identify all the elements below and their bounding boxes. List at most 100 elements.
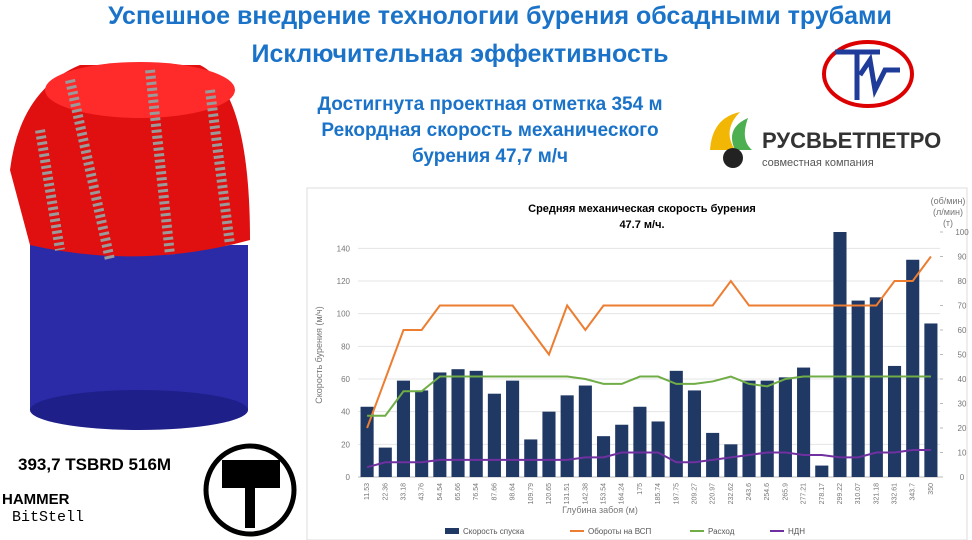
y2-axis-label: (т) — [943, 218, 953, 228]
x-tick-label: 33.18 — [400, 483, 407, 501]
bar — [778, 377, 792, 477]
legend-label: Расход — [708, 527, 735, 536]
y2-axis-label: (об/мин) — [931, 196, 966, 206]
bar — [724, 444, 738, 477]
bar — [669, 370, 683, 477]
x-tick-label: 54.54 — [437, 483, 444, 501]
y-tick-label: 0 — [346, 473, 351, 482]
line — [367, 375, 931, 417]
y-tick-label: 140 — [337, 244, 351, 253]
y2-tick-label: 80 — [958, 277, 967, 286]
y2-tick-label: 90 — [958, 253, 967, 262]
bar — [415, 390, 429, 477]
y-axis-label: Скорость бурения (м/ч) — [314, 306, 324, 403]
x-tick-label: 265.9 — [782, 483, 789, 501]
x-tick-label: 197.75 — [673, 483, 680, 505]
x-axis-label: Глубина забоя (м) — [562, 505, 638, 515]
x-tick-label: 350 — [928, 483, 935, 495]
x-tick-label: 310.07 — [855, 483, 862, 505]
y-tick-label: 80 — [341, 342, 350, 351]
x-tick-label: 142.38 — [582, 483, 589, 505]
company-sub: совместная компания — [762, 157, 874, 169]
bar — [924, 323, 938, 477]
tc-logo — [822, 40, 914, 108]
slide-subtitle: Исключительная эффективность — [252, 40, 669, 68]
slide-title: Успешное внедрение технологии бурения об… — [108, 2, 892, 30]
y2-tick-label: 60 — [958, 326, 967, 335]
bar — [815, 465, 829, 477]
x-tick-label: 185.74 — [655, 483, 662, 505]
bar — [833, 232, 847, 477]
y2-tick-label: 40 — [958, 375, 967, 384]
x-tick-label: 131.51 — [564, 483, 571, 505]
x-tick-label: 109.79 — [528, 483, 535, 505]
hammer-icon — [203, 443, 297, 537]
chart-subtitle: 47.7 м/ч. — [619, 219, 664, 231]
x-tick-label: 153.54 — [601, 483, 608, 505]
x-tick-label: 164.24 — [619, 483, 626, 505]
achievement: бурения 47,7 м/ч — [412, 146, 568, 167]
x-tick-label: 65.66 — [455, 483, 462, 501]
bar — [851, 300, 865, 477]
y2-tick-label: 70 — [958, 302, 967, 311]
bar — [615, 424, 629, 477]
bar — [687, 390, 702, 477]
legend-label: Обороты на ВСП — [588, 527, 652, 536]
bar — [869, 297, 883, 477]
drill-bit-image — [10, 62, 250, 430]
company-name: РУСВЬЕТПЕТРО — [762, 128, 941, 153]
x-tick-label: 209.27 — [691, 483, 698, 505]
y2-tick-label: 0 — [960, 473, 965, 482]
bar — [560, 395, 574, 477]
bar — [906, 259, 920, 477]
y2-tick-label: 10 — [958, 449, 967, 458]
x-tick-label: 299.22 — [837, 483, 844, 505]
bar — [487, 393, 501, 477]
x-tick-label: 343.7 — [910, 483, 917, 501]
bar — [542, 411, 556, 477]
x-tick-label: 277.21 — [801, 483, 808, 505]
y2-tick-label: 30 — [958, 400, 967, 409]
bar — [887, 365, 902, 477]
bar — [706, 432, 720, 477]
y-tick-label: 40 — [341, 408, 350, 417]
brand: BitStell — [12, 509, 84, 526]
x-tick-label: 76.54 — [473, 483, 480, 501]
bar — [469, 370, 483, 477]
y-tick-label: 100 — [337, 310, 351, 319]
x-tick-label: 120.65 — [546, 483, 553, 505]
achievement: Рекордная скорость механического — [321, 120, 658, 141]
x-tick-label: 278.17 — [819, 483, 826, 505]
line — [366, 255, 932, 429]
bar — [760, 380, 774, 477]
y-tick-label: 60 — [341, 375, 350, 384]
y2-tick-label: 100 — [955, 228, 969, 237]
bar — [433, 372, 447, 477]
x-tick-label: 43.76 — [419, 483, 426, 501]
x-tick-label: 175 — [637, 483, 644, 495]
bar — [742, 380, 756, 477]
bar — [396, 380, 411, 477]
y2-tick-label: 50 — [958, 351, 967, 360]
bit-model: 393,7 TSBRD 516M — [18, 455, 171, 474]
bar — [578, 385, 592, 477]
bar — [524, 439, 538, 477]
legend-label: НДН — [788, 527, 805, 536]
bar — [506, 380, 520, 477]
x-tick-label: 87.66 — [491, 483, 498, 501]
company-logo — [710, 112, 752, 168]
achievement: Достигнута проектная отметка 354 м — [318, 94, 663, 115]
bar — [633, 406, 647, 477]
bar — [451, 369, 465, 477]
x-tick-label: 220.97 — [710, 483, 717, 505]
bar — [651, 421, 665, 477]
y2-tick-label: 20 — [958, 424, 967, 433]
line — [366, 449, 931, 469]
x-tick-label: 11.53 — [364, 483, 371, 500]
chart-title: Средняя механическая скорость бурения — [528, 203, 756, 215]
legend-swatch — [445, 528, 459, 534]
y2-axis-label: (л/мин) — [933, 207, 963, 217]
x-tick-label: 332.61 — [892, 483, 899, 505]
